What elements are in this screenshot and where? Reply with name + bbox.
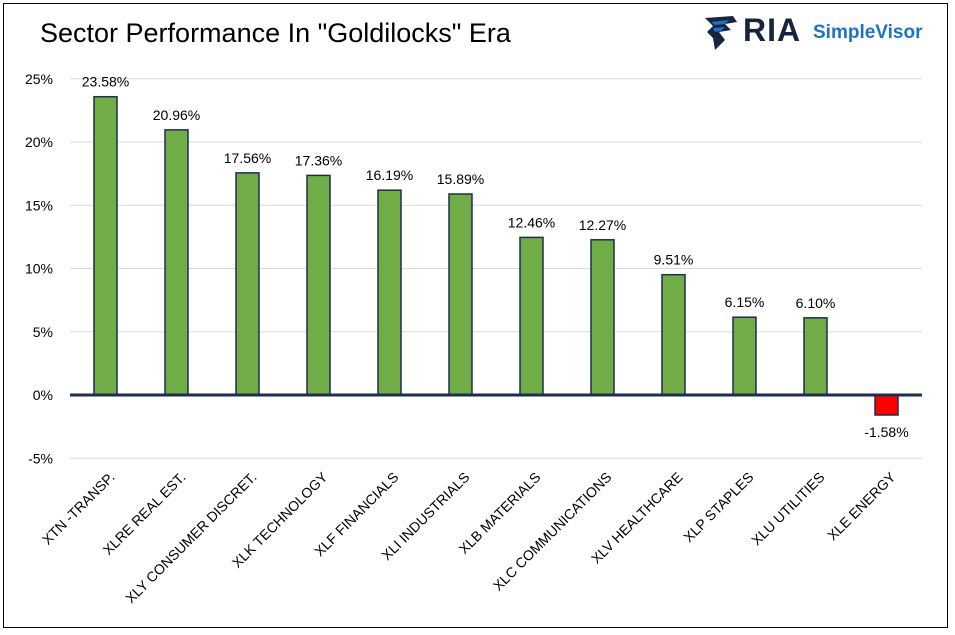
x-tick-label: XLP STAPLES bbox=[680, 469, 756, 545]
bar bbox=[590, 239, 615, 396]
bar bbox=[448, 193, 473, 396]
y-tick-label: 10% bbox=[25, 261, 53, 277]
data-label: 17.56% bbox=[224, 150, 271, 166]
data-label: 9.51% bbox=[654, 252, 694, 268]
ria-simplevisor-logo: RIA SimpleVisor bbox=[703, 12, 923, 52]
bar bbox=[306, 174, 331, 396]
bar bbox=[377, 189, 402, 396]
bar bbox=[874, 394, 899, 416]
bar bbox=[164, 129, 189, 396]
logo-ria-text: RIA bbox=[743, 12, 802, 48]
data-label: 6.15% bbox=[725, 294, 765, 310]
x-tick-label: XLY CONSUMER DISCRET. bbox=[122, 469, 259, 606]
data-label: 12.27% bbox=[579, 217, 626, 233]
y-tick-label: 15% bbox=[25, 197, 53, 213]
y-tick-label: 20% bbox=[25, 134, 53, 150]
data-label: -1.58% bbox=[864, 424, 908, 440]
data-label: 23.58% bbox=[82, 74, 129, 90]
eagle-icon bbox=[705, 16, 737, 50]
y-tick-label: 0% bbox=[33, 387, 53, 403]
data-label: 16.19% bbox=[366, 167, 413, 183]
bars bbox=[93, 95, 899, 416]
y-tick-label: -5% bbox=[28, 450, 53, 466]
data-label: 20.96% bbox=[153, 107, 200, 123]
data-labels: 23.58% 20.96% 17.56% 17.36% 16.19% 15.89% 12.4… bbox=[82, 74, 909, 440]
gridlines bbox=[70, 78, 922, 459]
chart-frame bbox=[3, 3, 948, 628]
x-tick-label: XLU UTILITIES bbox=[748, 469, 828, 549]
bar bbox=[519, 236, 544, 396]
logo-simplevisor-text: SimpleVisor bbox=[813, 22, 923, 43]
y-axis-ticks: 25% 20% 15% 10% 5% 0% -5% bbox=[25, 71, 53, 467]
x-axis-ticks: XTN -TRANSP.XLRE REAL EST.XLY CONSUMER D… bbox=[39, 468, 899, 606]
bar bbox=[732, 316, 757, 396]
data-label: 17.36% bbox=[295, 152, 342, 168]
x-tick-label: XLC COMMUNICATIONS bbox=[490, 469, 615, 594]
data-label: 15.89% bbox=[437, 171, 484, 187]
bar bbox=[803, 317, 828, 396]
chart-title: Sector Performance In "Goldilocks" Era bbox=[40, 18, 511, 48]
x-tick-label: XLE ENERGY bbox=[824, 468, 899, 543]
bar bbox=[235, 172, 260, 396]
data-label: 12.46% bbox=[508, 214, 555, 230]
x-tick-label: XTN -TRANSP. bbox=[39, 469, 118, 548]
y-tick-label: 5% bbox=[33, 324, 53, 340]
data-label: 6.10% bbox=[796, 295, 836, 311]
bar bbox=[661, 273, 686, 396]
y-tick-label: 25% bbox=[25, 71, 53, 87]
bar bbox=[93, 95, 118, 396]
